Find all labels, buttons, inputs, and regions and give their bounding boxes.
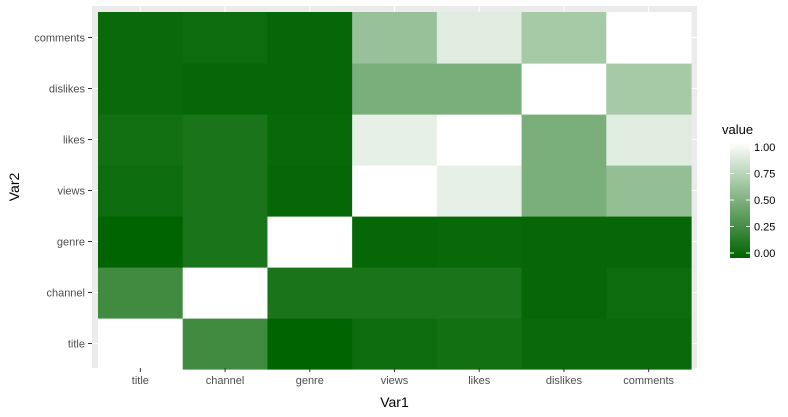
heatmap-tile-channel-likes (182, 114, 269, 166)
y-axis-title: Var2 (6, 173, 22, 202)
heatmap-tile-likes-views (436, 165, 523, 217)
x-axis-title: Var1 (380, 394, 409, 410)
heatmap-tile-comments-channel (606, 267, 692, 319)
heatmap-tile-dislikes-likes (521, 114, 607, 166)
heatmap-tile-comments-views (606, 165, 692, 217)
heatmap-tile-views-likes (352, 114, 438, 166)
heatmap-tile-genre-likes (267, 114, 353, 166)
heatmap-tile-title-channel (98, 267, 184, 319)
heatmap-tile-title-likes (98, 114, 184, 166)
y-tick-label-title: title (68, 339, 85, 351)
y-tick-label-likes: likes (63, 135, 86, 147)
heatmap-tile-comments-genre (606, 216, 692, 268)
heatmap-tile-channel-genre (182, 216, 269, 268)
y-axis-ticks: title channel genre views likes dislikes comme… (34, 33, 92, 351)
legend-tick-label: 0.50 (754, 195, 775, 207)
legend: value 0.00 0.25 0.50 0.75 1.00 (722, 122, 775, 260)
heatmap-tile-genre-channel (267, 267, 353, 319)
y-tick-label-channel: channel (46, 288, 85, 300)
heatmap-tile-views-comments (352, 12, 438, 64)
heatmap-tile-channel-title (182, 318, 269, 370)
heatmap-tile-genre-comments (267, 12, 353, 64)
legend-tick-label: 0.25 (754, 222, 775, 234)
heatmap-tile-dislikes-comments (521, 12, 607, 64)
y-tick-label-dislikes: dislikes (49, 84, 86, 96)
x-tick-label-channel: channel (206, 375, 245, 387)
heatmap-tile-title-dislikes (98, 63, 184, 115)
heatmap-tile-dislikes-channel (521, 267, 607, 319)
heatmap-tile-genre-views (267, 165, 353, 217)
heatmap-tile-genre-title (267, 318, 353, 370)
y-tick-label-comments: comments (34, 33, 85, 45)
x-tick-label-views: views (381, 375, 409, 387)
legend-ticks: 0.00 0.25 0.50 0.75 1.00 (730, 142, 775, 260)
heatmap-tile-views-title (352, 318, 438, 370)
heatmap-tile-title-genre (98, 216, 184, 268)
heatmap-tile-title-views (98, 165, 184, 217)
heatmap-tile-likes-title (436, 318, 523, 370)
heatmap-tile-channel-dislikes (182, 63, 269, 115)
heatmap-tile-views-dislikes (352, 63, 438, 115)
heatmap-tile-channel-views (182, 165, 269, 217)
heatmap-tile-likes-channel (436, 267, 523, 319)
heatmap-tile-views-channel (352, 267, 438, 319)
heatmap-tile-dislikes-dislikes (521, 63, 607, 115)
heatmap-tile-likes-comments (436, 12, 523, 64)
heatmap-tile-channel-channel (182, 267, 269, 319)
y-tick-label-genre: genre (57, 237, 85, 249)
heatmap-tile-genre-genre (267, 216, 353, 268)
x-tick-label-likes: likes (468, 375, 491, 387)
legend-colorbar (730, 142, 750, 258)
heatmap-tile-comments-comments (606, 12, 692, 64)
legend-tick-label: 1.00 (754, 142, 775, 154)
legend-tick-label: 0.00 (754, 248, 775, 260)
heatmap-tile-dislikes-views (521, 165, 607, 217)
heatmap-tile-likes-genre (436, 216, 523, 268)
legend-title: value (722, 122, 753, 137)
heatmap-tile-comments-dislikes (606, 63, 692, 115)
heatmap-tile-likes-likes (436, 114, 523, 166)
heatmap-tiles (98, 12, 692, 370)
heatmap-tile-title-title (98, 318, 184, 370)
heatmap-tile-views-genre (352, 216, 438, 268)
heatmap-tile-dislikes-genre (521, 216, 607, 268)
heatmap-tile-genre-dislikes (267, 63, 353, 115)
heatmap-tile-comments-likes (606, 114, 692, 166)
x-tick-label-dislikes: dislikes (546, 375, 583, 387)
heatmap-tile-comments-title (606, 318, 692, 370)
x-tick-label-comments: comments (623, 375, 674, 387)
heatmap-tile-channel-comments (182, 12, 269, 64)
heatmap-tile-dislikes-title (521, 318, 607, 370)
x-axis-ticks: title channel genre views likes dislikes comme… (132, 368, 675, 387)
y-tick-label-views: views (57, 186, 85, 198)
heatmap-tile-views-views (352, 165, 438, 217)
x-tick-label-genre: genre (296, 375, 324, 387)
heatmap-tile-title-comments (98, 12, 184, 64)
x-tick-label-title: title (132, 375, 149, 387)
heatmap-tile-likes-dislikes (436, 63, 523, 115)
legend-tick-label: 0.75 (754, 169, 775, 181)
